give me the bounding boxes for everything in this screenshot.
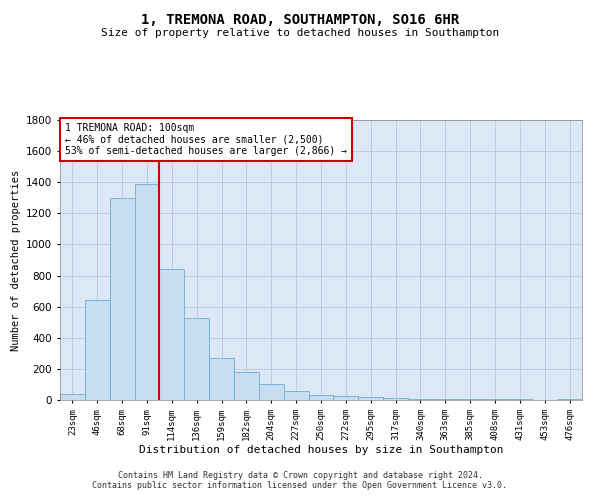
Bar	[482, 399, 508, 400]
Bar	[284, 390, 308, 400]
Bar	[234, 372, 259, 400]
X-axis label: Distribution of detached houses by size in Southampton: Distribution of detached houses by size …	[139, 446, 503, 456]
Text: Contains HM Land Registry data © Crown copyright and database right 2024.
Contai: Contains HM Land Registry data © Crown c…	[92, 470, 508, 490]
Bar	[433, 399, 458, 400]
Bar	[458, 399, 482, 400]
Bar	[209, 358, 234, 400]
Bar	[358, 397, 383, 400]
Bar	[334, 396, 358, 400]
Bar	[110, 198, 134, 400]
Bar	[259, 384, 284, 400]
Text: Size of property relative to detached houses in Southampton: Size of property relative to detached ho…	[101, 28, 499, 38]
Bar	[184, 318, 209, 400]
Text: 1 TREMONA ROAD: 100sqm
← 46% of detached houses are smaller (2,500)
53% of semi-: 1 TREMONA ROAD: 100sqm ← 46% of detached…	[65, 123, 347, 156]
Bar	[60, 394, 85, 400]
Bar	[134, 184, 160, 400]
Bar	[85, 300, 110, 400]
Bar	[383, 398, 408, 400]
Text: 1, TREMONA ROAD, SOUTHAMPTON, SO16 6HR: 1, TREMONA ROAD, SOUTHAMPTON, SO16 6HR	[141, 12, 459, 26]
Bar	[557, 399, 582, 400]
Bar	[308, 396, 334, 400]
Bar	[508, 399, 532, 400]
Bar	[408, 399, 433, 400]
Y-axis label: Number of detached properties: Number of detached properties	[11, 170, 20, 350]
Bar	[160, 270, 184, 400]
